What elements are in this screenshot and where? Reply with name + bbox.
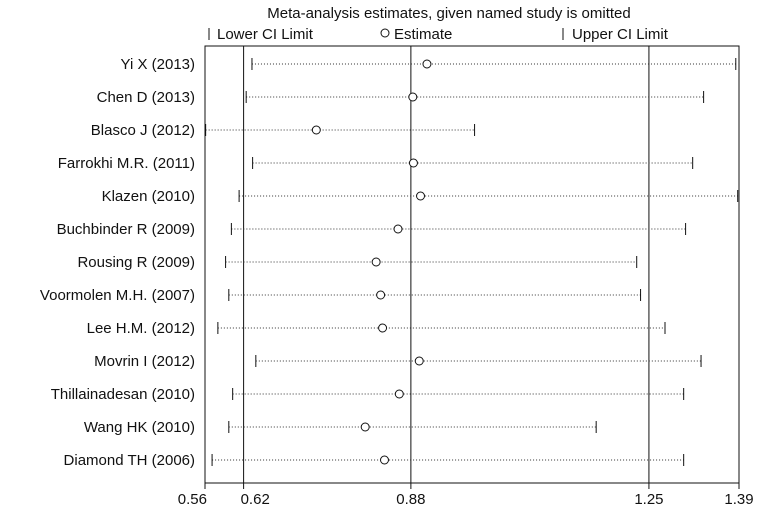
x-tick-label: 1.39 bbox=[724, 491, 753, 507]
study-label: Blasco J (2012) bbox=[91, 122, 195, 139]
estimate-point bbox=[394, 389, 404, 399]
estimate-point bbox=[416, 191, 426, 201]
study-label: Buchbinder R (2009) bbox=[57, 221, 195, 238]
chart-title: Meta-analysis estimates, given named stu… bbox=[267, 5, 631, 22]
x-tick-label: 0.88 bbox=[396, 491, 425, 507]
study-label: Yi X (2013) bbox=[121, 56, 195, 73]
study-label: Thillainadesan (2010) bbox=[51, 386, 195, 403]
x-tick-label: 0.62 bbox=[241, 491, 270, 507]
study-label: Movrin I (2012) bbox=[94, 353, 195, 370]
estimate-point bbox=[408, 158, 418, 168]
study-label: Klazen (2010) bbox=[102, 188, 195, 205]
study-label: Wang HK (2010) bbox=[84, 419, 195, 436]
study-label: Chen D (2013) bbox=[97, 89, 195, 106]
legend-estimate-marker bbox=[380, 28, 390, 38]
study-label: Diamond TH (2006) bbox=[64, 452, 195, 469]
estimate-point bbox=[371, 257, 381, 267]
study-row: Klazen (2010) bbox=[102, 188, 739, 205]
study-row: Voormolen M.H. (2007) bbox=[40, 287, 642, 304]
study-row: Chen D (2013) bbox=[97, 89, 705, 106]
legend-estimate-label: Estimate bbox=[394, 26, 452, 43]
study-row: Buchbinder R (2009) bbox=[57, 221, 687, 238]
study-row: Movrin I (2012) bbox=[94, 353, 702, 370]
study-row: Diamond TH (2006) bbox=[64, 452, 685, 469]
study-row: Lee H.M. (2012) bbox=[87, 320, 666, 337]
x-tick-label: 0.56 bbox=[178, 491, 207, 507]
estimate-point bbox=[380, 455, 390, 465]
legend-upper-label: Upper CI Limit bbox=[572, 26, 669, 43]
x-axis: 0.56 0.62 0.88 1.25 1.39 bbox=[178, 483, 754, 507]
study-row: Thillainadesan (2010) bbox=[51, 386, 685, 403]
x-tick-label: 1.25 bbox=[634, 491, 663, 507]
study-label: Rousing R (2009) bbox=[77, 254, 195, 271]
study-row: Farrokhi M.R. (2011) bbox=[58, 155, 694, 172]
estimate-point bbox=[378, 323, 388, 333]
legend-lower-label: Lower CI Limit bbox=[217, 26, 314, 43]
study-label: Voormolen M.H. (2007) bbox=[40, 287, 195, 304]
study-row: Rousing R (2009) bbox=[77, 254, 638, 271]
reference-lines bbox=[243, 46, 650, 483]
study-rows: Yi X (2013) Chen D (2013) Blasco J (2012) F… bbox=[40, 56, 739, 469]
study-label: Lee H.M. (2012) bbox=[87, 320, 195, 337]
estimate-point bbox=[376, 290, 386, 300]
study-label: Farrokhi M.R. (2011) bbox=[58, 155, 195, 172]
estimate-point bbox=[311, 125, 321, 135]
estimate-point bbox=[414, 356, 424, 366]
plot-frame bbox=[204, 45, 740, 484]
study-row: Yi X (2013) bbox=[121, 56, 737, 73]
study-row: Wang HK (2010) bbox=[84, 419, 597, 436]
legend: Lower CI Limit Estimate Upper CI Limit bbox=[208, 26, 669, 43]
estimate-point bbox=[422, 59, 432, 69]
estimate-point bbox=[393, 224, 403, 234]
study-row: Blasco J (2012) bbox=[91, 122, 476, 139]
estimate-point bbox=[360, 422, 370, 432]
estimate-point bbox=[408, 92, 418, 102]
